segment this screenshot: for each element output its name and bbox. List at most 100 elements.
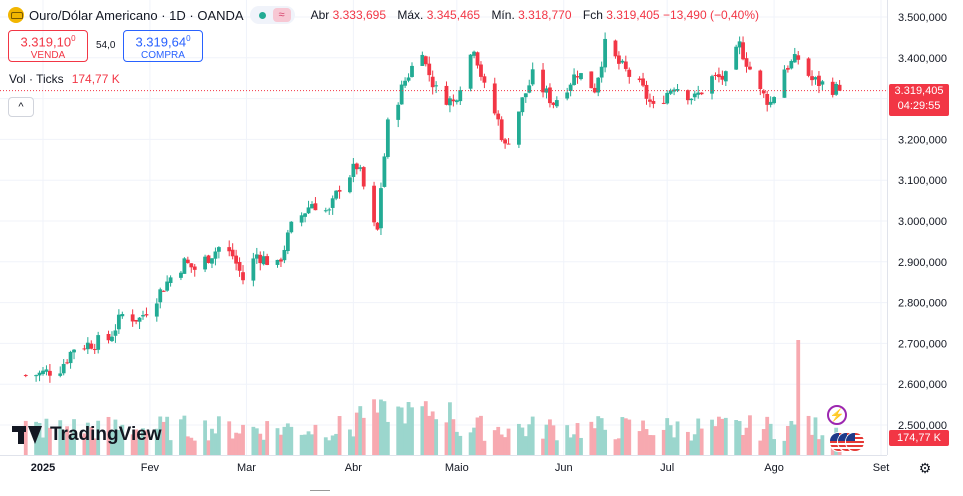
volume-bar: [720, 418, 725, 455]
bar-countdown: 04:29:55: [897, 100, 941, 112]
candle-body: [372, 185, 376, 223]
volume-bar: [741, 434, 745, 455]
candle-body: [772, 97, 776, 104]
volume-bar: [820, 435, 825, 455]
volume-bar: [575, 423, 580, 455]
candle-body: [406, 77, 411, 81]
candle-body: [813, 77, 818, 80]
volume-legend[interactable]: Vol · Ticks 174,77 K: [9, 72, 120, 86]
candle-body: [599, 66, 604, 78]
volume-bar: [789, 420, 794, 455]
candle-body: [154, 303, 159, 317]
candle-body: [68, 351, 73, 364]
symbol-title[interactable]: Ouro/Dólar Americano · 1D · OANDA: [29, 7, 244, 23]
candle-body: [182, 258, 187, 274]
volume-bar: [279, 434, 283, 455]
candle-body: [34, 375, 39, 377]
candle-body: [668, 90, 673, 94]
volume-bar: [72, 419, 76, 455]
volume-bar: [472, 427, 476, 455]
candle-body: [23, 375, 28, 377]
time-tick-label: Maio: [445, 462, 469, 474]
volume-bar: [116, 430, 121, 455]
volume-bar: [758, 440, 763, 455]
volume-bar: [810, 434, 814, 455]
open-value: 3.333,695: [332, 8, 386, 22]
candle-body: [592, 87, 597, 93]
volume-bar: [527, 424, 532, 455]
candle-body: [141, 315, 145, 317]
volume-bar: [210, 428, 214, 455]
candle-body: [361, 167, 366, 187]
candle-body: [303, 213, 307, 217]
candle-body: [241, 272, 245, 281]
collapse-legend-button[interactable]: ^: [8, 97, 34, 117]
price-tick-label: 3.400,000: [898, 53, 947, 65]
tradingview-logo[interactable]: TradingView: [12, 424, 162, 446]
volume-bar: [506, 428, 511, 455]
candle-body: [85, 342, 90, 350]
volume-bar: [92, 438, 97, 455]
price-tick-label: 3.100,000: [898, 175, 947, 187]
candle-body: [251, 258, 256, 281]
candle-body: [234, 255, 239, 264]
volume-bar: [475, 417, 480, 455]
volume-bar: [96, 420, 101, 455]
volume-bar: [310, 434, 314, 455]
volume-bar: [234, 432, 239, 455]
candle-body: [134, 319, 139, 322]
bottom-panel-handle[interactable]: [310, 490, 330, 496]
volume-bar: [330, 435, 335, 455]
volume-bar: [734, 420, 739, 455]
volume-bar: [772, 439, 776, 455]
buy-button[interactable]: 3.319,640 COMPRA: [123, 30, 203, 62]
volume-bar: [479, 415, 483, 455]
volume-bar: [627, 419, 632, 455]
candle-body: [737, 41, 742, 48]
low-key: Mín.: [491, 8, 515, 22]
volume-bar: [468, 432, 473, 455]
candle-body: [379, 188, 383, 229]
volume-bar: [185, 436, 190, 455]
lightning-icon[interactable]: ⚡: [827, 405, 847, 425]
volume-bar: [285, 423, 290, 455]
candle-body: [285, 232, 290, 252]
volume-bar: [696, 418, 701, 455]
volume-bar: [520, 427, 525, 455]
volume-bar: [599, 418, 604, 455]
candle-body: [161, 290, 166, 292]
volume-bar: [382, 401, 387, 455]
candle-body: [675, 89, 680, 91]
candle-body: [623, 61, 628, 69]
candle-body: [279, 259, 283, 262]
candle-body: [617, 55, 621, 64]
candle-body: [530, 69, 535, 85]
volume-bar: [65, 426, 70, 455]
volume-bar: [482, 440, 487, 455]
candle-body: [61, 363, 66, 374]
market-status-pill[interactable]: ≈: [249, 6, 295, 24]
volume-bar: [565, 425, 570, 455]
price-tick-label: 3.000,000: [898, 216, 947, 228]
time-tick-label: Jul: [660, 462, 674, 474]
close-key: Fch: [582, 8, 603, 22]
candle-body: [116, 314, 121, 330]
us-flag-events-icon[interactable]: [829, 432, 865, 452]
candle-body: [254, 254, 259, 259]
candle-body: [213, 251, 218, 259]
volume-bar: [544, 424, 549, 455]
volume-bar: [396, 406, 401, 455]
volume-bar: [379, 399, 383, 455]
candle-body: [334, 190, 339, 199]
time-tick-label: Ago: [764, 462, 784, 474]
volume-bar: [323, 437, 328, 455]
candle-body: [554, 100, 559, 107]
candle-body: [47, 370, 52, 376]
candle-body: [327, 209, 332, 211]
volume-bar: [399, 407, 404, 455]
volume-bar: [144, 430, 149, 455]
sell-button[interactable]: 3.319,100 VENDA: [8, 30, 88, 62]
gear-icon[interactable]: ⚙: [918, 460, 932, 476]
candle-body: [92, 349, 97, 351]
